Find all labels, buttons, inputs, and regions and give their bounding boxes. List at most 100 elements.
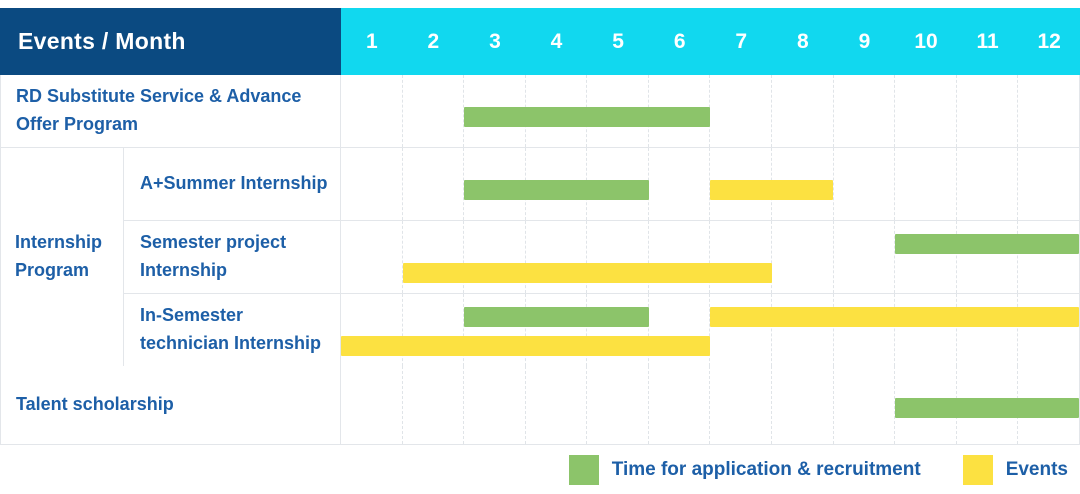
month-gridline xyxy=(832,294,895,366)
month-header-cell: 9 xyxy=(858,29,871,53)
month-gridline xyxy=(771,75,833,147)
month-gridline xyxy=(401,294,464,366)
month-gridline xyxy=(401,148,464,220)
month-gridline xyxy=(709,366,771,444)
month-gridline xyxy=(586,294,648,366)
table-row: In-Semester technician Internship xyxy=(124,294,1079,366)
row-label-rd-substitute-service: RD Substitute Service & Advance Offer Pr… xyxy=(1,75,341,147)
month-gridline xyxy=(894,294,956,366)
month-gridline xyxy=(709,294,771,366)
month-gridline xyxy=(709,75,771,147)
month-gridline xyxy=(401,75,464,147)
table-row: A+Summer Internship xyxy=(124,148,1079,221)
month-header-cell: 5 xyxy=(612,29,624,53)
chart-area-semester-project-internship xyxy=(341,221,1079,293)
chart-area-rd-substitute-service xyxy=(341,75,1079,147)
month-gridline xyxy=(341,75,402,147)
month-gridline xyxy=(832,366,895,444)
legend-label-application-recruitment: Time for application & recruitment xyxy=(611,459,921,480)
month-header-cell: 2 xyxy=(427,29,440,53)
row-label-talent-scholarship: Talent scholarship xyxy=(1,366,341,444)
month-header-cell: 10 xyxy=(914,29,938,53)
month-header-cell: 7 xyxy=(735,29,748,53)
month-header-band: 1 2 3 4 5 6 7 8 9 10 11 12 xyxy=(341,8,1080,75)
month-gridline xyxy=(524,221,587,293)
gantt-bar-yellow xyxy=(710,307,1079,327)
gantt-bar-yellow xyxy=(341,336,710,356)
month-header-cell: 3 xyxy=(489,29,501,53)
yellow-swatch-icon xyxy=(962,455,993,485)
legend-item-application-recruitment: Time for application & recruitment xyxy=(568,455,921,485)
gantt-bar-green xyxy=(894,234,1079,254)
month-gridline xyxy=(955,294,1018,366)
internship-program-group-row: Internship Program A+Summer Internship S… xyxy=(1,148,1079,366)
month-gridline xyxy=(771,294,833,366)
month-gridline xyxy=(647,366,710,444)
month-gridline xyxy=(524,294,587,366)
month-gridline xyxy=(1017,75,1079,147)
month-gridline xyxy=(586,366,648,444)
month-gridline xyxy=(1017,294,1079,366)
chart-area-a-plus-summer-internship xyxy=(341,148,1079,220)
month-gridline xyxy=(647,294,710,366)
month-header-cell: 1 xyxy=(365,29,378,53)
legend-item-events: Events xyxy=(962,455,1068,485)
month-gridline xyxy=(341,148,402,220)
internship-program-subrows: A+Summer Internship Semester project Int… xyxy=(124,148,1079,366)
month-gridline xyxy=(586,221,648,293)
row-label-in-semester-technician-internship: In-Semester technician Internship xyxy=(124,294,341,366)
gantt-bar-yellow xyxy=(710,180,833,200)
gantt-bar-yellow xyxy=(402,263,772,283)
gantt-bar-green xyxy=(464,180,649,200)
month-gridline xyxy=(955,221,1018,293)
group-label-internship-program: Internship Program xyxy=(1,148,124,366)
table-body: RD Substitute Service & Advance Offer Pr… xyxy=(0,75,1080,445)
month-gridline xyxy=(955,148,1018,220)
table-row: Semester project Internship xyxy=(124,221,1079,294)
month-header-cell: 6 xyxy=(673,29,686,53)
table-row: RD Substitute Service & Advance Offer Pr… xyxy=(1,75,1079,148)
gantt-bar-green xyxy=(464,107,710,127)
month-gridline xyxy=(1017,221,1079,293)
month-gridline xyxy=(894,75,956,147)
month-gridline xyxy=(463,221,525,293)
table-row: Talent scholarship xyxy=(1,366,1079,444)
legend-label-events: Events xyxy=(1005,459,1068,480)
month-gridline xyxy=(709,221,771,293)
month-gridline xyxy=(894,148,956,220)
row-label-a-plus-summer-internship: A+Summer Internship xyxy=(124,148,341,220)
chart-area-talent-scholarship xyxy=(341,366,1079,444)
month-gridline xyxy=(894,221,956,293)
month-header-cell: 4 xyxy=(550,29,563,53)
month-header-cell: 8 xyxy=(796,29,809,53)
month-gridline xyxy=(401,366,464,444)
month-header-cell: 12 xyxy=(1037,29,1061,53)
schedule-table: Events / Month 1 2 3 4 5 6 7 8 9 10 11 12 RD Substi… xyxy=(0,8,1080,445)
events-month-header: Events / Month xyxy=(0,8,341,75)
month-gridline xyxy=(463,148,525,220)
month-gridline xyxy=(463,366,525,444)
month-gridline xyxy=(832,221,895,293)
month-header-cell: 11 xyxy=(976,29,999,53)
month-gridline xyxy=(832,148,895,220)
month-gridline xyxy=(955,75,1018,147)
month-gridline xyxy=(401,221,464,293)
month-gridline xyxy=(524,366,587,444)
legend: Time for application & recruitment Event… xyxy=(0,455,1068,485)
month-gridline xyxy=(647,148,710,220)
month-gridline xyxy=(463,75,525,147)
row-label-semester-project-internship: Semester project Internship xyxy=(124,221,341,293)
gantt-bar-green xyxy=(894,398,1079,418)
month-gridline xyxy=(647,221,710,293)
month-gridline xyxy=(709,148,771,220)
month-gridline xyxy=(341,366,402,444)
green-swatch-icon xyxy=(568,455,599,485)
month-gridline xyxy=(1017,148,1079,220)
gantt-bar-green xyxy=(464,307,649,327)
month-gridline xyxy=(832,75,895,147)
month-gridline xyxy=(341,221,402,293)
month-gridline xyxy=(771,221,833,293)
month-gridline xyxy=(463,294,525,366)
month-gridline xyxy=(771,366,833,444)
